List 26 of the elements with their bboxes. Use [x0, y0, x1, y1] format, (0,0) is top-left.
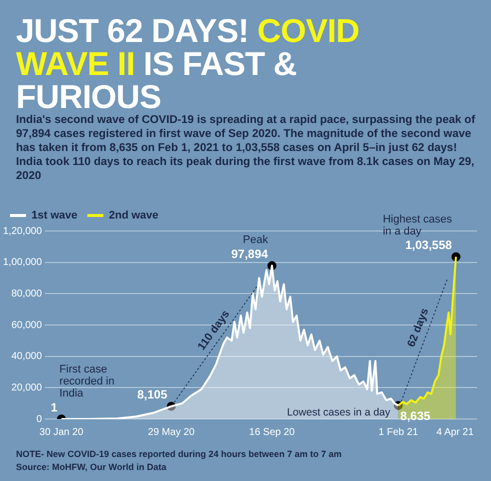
- chart-subtitle: India's second wave of COVID-19 is spreading at a rapid pace, surpassing the peak of 97,894 cases registered in first wave of Sep 2020. The magnitude of the second wave has taken it from 8,635 on Feb 1, 2021 to 1,03,558 cases on April 5–in just 62 days! India took 110 days to reach its peak during the first wave from 8.1k cases on May 29, 2020: [16, 113, 476, 183]
- y-tick-label: 0: [36, 414, 42, 425]
- y-tick-label: 40,000: [11, 351, 42, 362]
- annotation: Lowest cases in a day: [286, 406, 392, 419]
- legend-label: 2nd wave: [108, 210, 158, 222]
- annotation: First case recorded in India: [59, 364, 114, 400]
- annotation: Peak: [242, 234, 268, 246]
- data-label: 8,105: [137, 388, 168, 402]
- x-tick-label: 4 Apr 21: [436, 426, 474, 438]
- chart-title: JUST 62 DAYS! COVID WAVE II IS FAST & FURIOUS: [16, 12, 360, 115]
- x-tick-label: 29 May 20: [148, 426, 196, 438]
- x-tick-label: 30 Jan 20: [39, 426, 84, 438]
- legend-label: 1st wave: [32, 210, 78, 222]
- x-tick-label: 16 Sep 20: [249, 426, 296, 438]
- y-tick-label: 1,20,000: [2, 226, 42, 237]
- y-tick-label: 20,000: [11, 382, 42, 394]
- text: NOTE- New COVID-19 cases reported during 24 hours between 7 am to 7 am: [16, 448, 342, 461]
- y-tick-label: 80,000: [11, 288, 42, 300]
- data-label: 97,894: [231, 246, 268, 261]
- y-tick-label: 1,00,000: [2, 257, 42, 268]
- data-label: 1: [50, 400, 58, 414]
- y-tick-label: 60,000: [11, 320, 42, 331]
- annotation: 62 days: [405, 306, 432, 349]
- x-tick-label: 1 Feb 21: [378, 426, 418, 438]
- data-label: 1,03,558: [405, 238, 452, 252]
- source-note: Source: MoHFW, Our World in Data: [16, 461, 168, 474]
